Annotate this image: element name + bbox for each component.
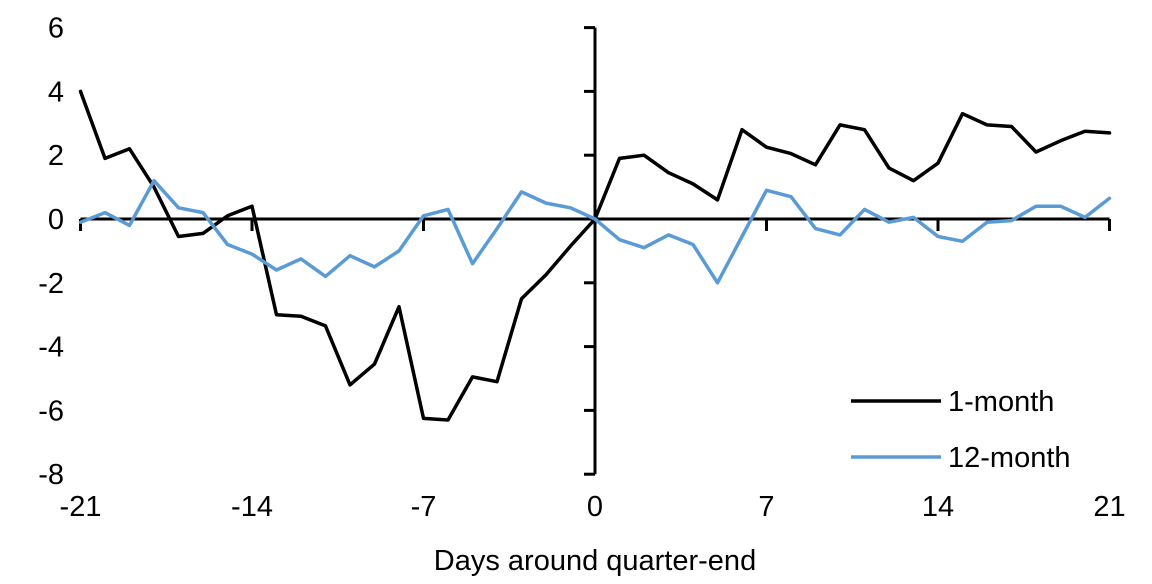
legend-label-12-month: 12-month bbox=[948, 442, 1071, 474]
y-tick-label: -6 bbox=[38, 395, 64, 427]
y-tick-label: 6 bbox=[48, 13, 64, 45]
x-tick-label: 21 bbox=[1093, 491, 1125, 523]
plot-area: -21 -14 -7 0 7 14 21 6 4 2 0 -2 -4 -6 -8 bbox=[38, 13, 1125, 523]
legend-label-1-month: 1-month bbox=[948, 386, 1054, 418]
x-tick-label: 0 bbox=[587, 491, 603, 523]
y-tick-label: 0 bbox=[48, 204, 64, 236]
x-tick-label: 14 bbox=[922, 491, 954, 523]
y-tick-label: -8 bbox=[38, 459, 64, 491]
y-tick-label: 2 bbox=[48, 140, 64, 172]
x-tick-label: -7 bbox=[411, 491, 437, 523]
series-line-12-month bbox=[78, 178, 1112, 285]
y-tick-label: -4 bbox=[38, 332, 64, 364]
x-tick-label: 7 bbox=[758, 491, 774, 523]
x-tick-label: -14 bbox=[231, 491, 273, 523]
y-tick-label: 4 bbox=[48, 76, 64, 108]
x-tick-label: -21 bbox=[60, 491, 102, 523]
legend: 1-month 12-month bbox=[851, 386, 1071, 474]
y-tick-label: -2 bbox=[38, 268, 64, 300]
x-axis-title: Days around quarter-end bbox=[434, 545, 756, 577]
